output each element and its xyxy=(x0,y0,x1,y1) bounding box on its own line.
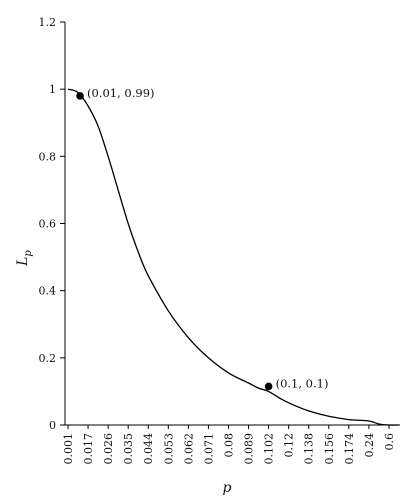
x-tick-label: 0.044 xyxy=(142,433,155,465)
x-tick-label: 0.174 xyxy=(343,433,356,465)
plot-area: 0 0.2 0.4 0.6 0.8 1 1.2 0.001 0.017 0.026 0.035 0.0… xyxy=(39,16,400,465)
data-point-label: (0.1, 0.1) xyxy=(276,376,329,390)
x-axis-label: p xyxy=(223,480,232,496)
x-tick-label: 0.035 xyxy=(122,433,135,465)
x-tick-label: 0.08 xyxy=(222,433,235,458)
y-tick-label: 0.6 xyxy=(39,218,57,231)
y-tick-label: 0.8 xyxy=(39,150,57,163)
x-tick-label: 0.017 xyxy=(82,433,95,465)
data-point xyxy=(264,382,273,391)
y-axis-label: Lp xyxy=(15,250,34,267)
y-tick-label: 0 xyxy=(49,419,56,432)
y-tick-label: 1.2 xyxy=(39,16,57,29)
x-tick-label: 0.102 xyxy=(263,433,276,465)
data-point xyxy=(76,92,84,100)
x-tick-label: 0.053 xyxy=(162,433,175,465)
data-point-label: (0.01, 0.99) xyxy=(87,86,154,100)
series-line xyxy=(67,88,400,426)
y-tick-label: 0.2 xyxy=(39,352,57,365)
y-tick-label: 1 xyxy=(49,83,56,96)
x-tick-label: 0.12 xyxy=(283,433,296,458)
x-tick-label: 0.001 xyxy=(62,433,75,465)
x-tick-label: 0.071 xyxy=(202,433,215,465)
y-tick-label: 0.4 xyxy=(39,285,57,298)
x-tick-label: 0.6 xyxy=(383,433,396,451)
y-axis-label-main: L xyxy=(15,257,31,267)
x-tick-label: 0.156 xyxy=(323,433,336,465)
y-axis-label-subscript: p xyxy=(23,250,34,257)
x-tick-label: 0.062 xyxy=(182,433,195,465)
x-tick-label: 0.138 xyxy=(303,433,316,465)
x-tick-label: 0.089 xyxy=(243,433,256,465)
x-tick-label: 0.24 xyxy=(363,433,376,458)
x-tick-label: 0.026 xyxy=(102,433,115,465)
